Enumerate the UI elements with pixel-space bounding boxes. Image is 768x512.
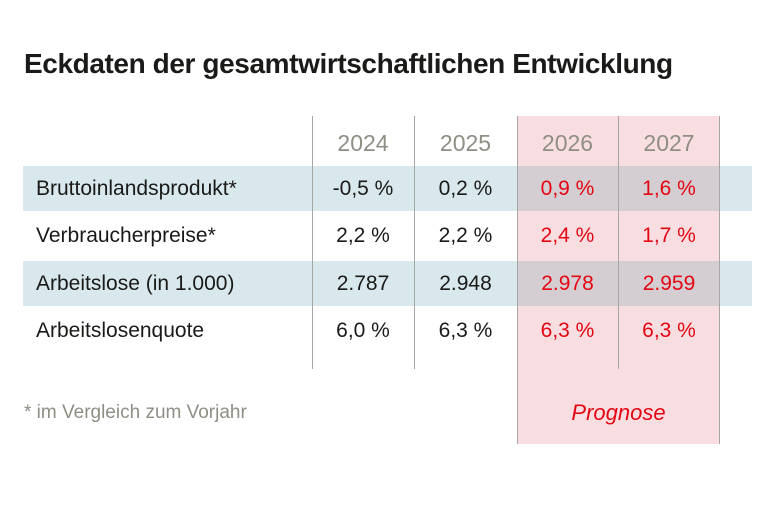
table-cell-forecast: 1,7 % (642, 224, 696, 247)
table-cell-forecast: 2,4 % (540, 224, 595, 247)
table-cell-forecast: 6,3 % (540, 319, 595, 342)
year-header-2025: 2025 (439, 130, 492, 156)
page-title: Eckdaten der gesamtwirtschaftlichen Entw… (24, 48, 673, 79)
table-cell: 0,2 % (438, 177, 493, 200)
table-cell: 6,3 % (438, 319, 493, 342)
column-divider (312, 116, 313, 369)
year-header-2024: 2024 (337, 130, 389, 156)
table-cell: -0,5 % (332, 177, 394, 200)
row-label-gdp: Bruttoinlandsprodukt* (36, 177, 237, 200)
table-cell-forecast: 2.959 (642, 272, 696, 295)
year-header-2027: 2027 (643, 130, 695, 156)
row-label-unemployed: Arbeitslose (in 1.000) (36, 272, 235, 295)
column-divider (618, 116, 619, 369)
forecast-area-left-edge (517, 116, 518, 444)
row-label-consumer-prices: Verbraucherpreise* (36, 224, 216, 247)
table-cell-forecast: 1,6 % (642, 177, 696, 200)
year-header-2026: 2026 (541, 130, 594, 156)
table-cell-forecast: 0,9 % (540, 177, 595, 200)
table-cell: 2.787 (336, 272, 390, 295)
row-label-unemployment-rate: Arbeitslosenquote (36, 319, 205, 342)
forecast-label: Prognose (571, 400, 666, 425)
forecast-area-right-edge (719, 116, 720, 444)
footnote: * im Vergleich zum Vorjahr (24, 402, 247, 423)
table-cell: 2,2 % (336, 224, 390, 247)
table-cell: 2,2 % (438, 224, 493, 247)
table-cell: 6,0 % (336, 319, 390, 342)
table-cell-forecast: 6,3 % (642, 319, 696, 342)
column-divider (414, 116, 415, 369)
table-cell-forecast: 2.978 (541, 272, 594, 295)
table-cell: 2.948 (439, 272, 492, 295)
